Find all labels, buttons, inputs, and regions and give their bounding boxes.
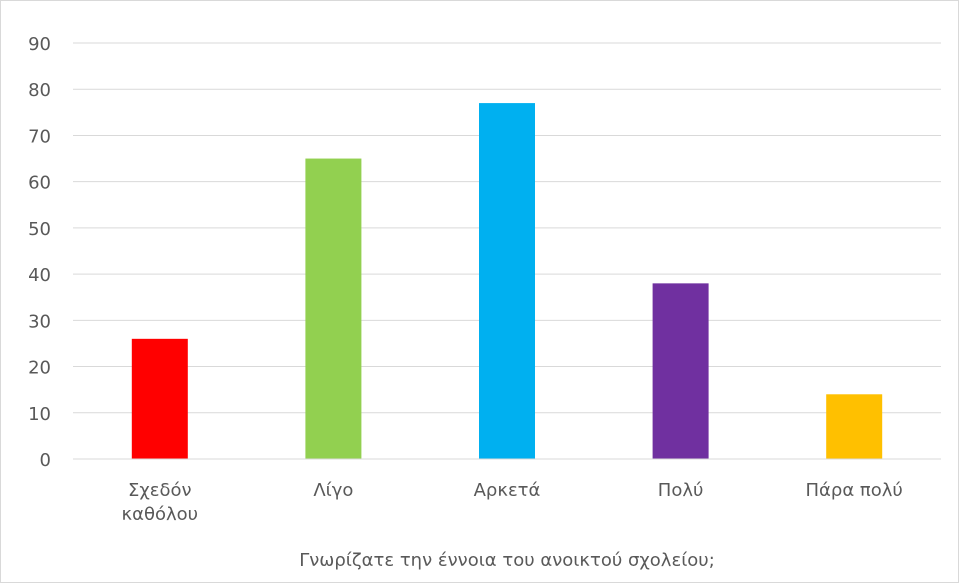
- x-tick-label: Πολύ: [658, 480, 704, 501]
- x-tick-label: Αρκετά: [474, 480, 541, 501]
- y-tick-label: 70: [28, 126, 51, 147]
- bar: [305, 158, 362, 460]
- y-tick-label: 50: [28, 219, 51, 240]
- y-axis-tick-labels: 0 10 20 30 40 50 60 70 80 90: [28, 34, 51, 471]
- y-tick-label: 30: [28, 311, 51, 332]
- x-axis-tick-labels: Σχεδόν καθόλου Λίγο Αρκετά Πολύ Πάρα πολύ: [122, 480, 903, 525]
- y-tick-label: 20: [28, 358, 51, 379]
- x-axis-title: Γνωρίζατε την έννοια του ανοικτού σχολεί…: [299, 550, 715, 571]
- x-tick-label: Λίγο: [313, 480, 353, 501]
- x-tick-label: Σχεδόν καθόλου: [122, 480, 199, 525]
- y-tick-label: 90: [28, 34, 51, 55]
- y-tick-label: 0: [40, 450, 51, 471]
- bars: [131, 103, 883, 460]
- bar: [479, 103, 535, 459]
- y-tick-label: 60: [28, 173, 51, 194]
- x-tick-label: Πάρα πολύ: [806, 480, 903, 501]
- bar: [652, 283, 709, 459]
- y-tick-label: 10: [28, 404, 51, 425]
- y-tick-label: 40: [28, 265, 51, 286]
- y-tick-label: 80: [28, 80, 51, 101]
- bar: [131, 338, 188, 459]
- bar: [826, 394, 883, 459]
